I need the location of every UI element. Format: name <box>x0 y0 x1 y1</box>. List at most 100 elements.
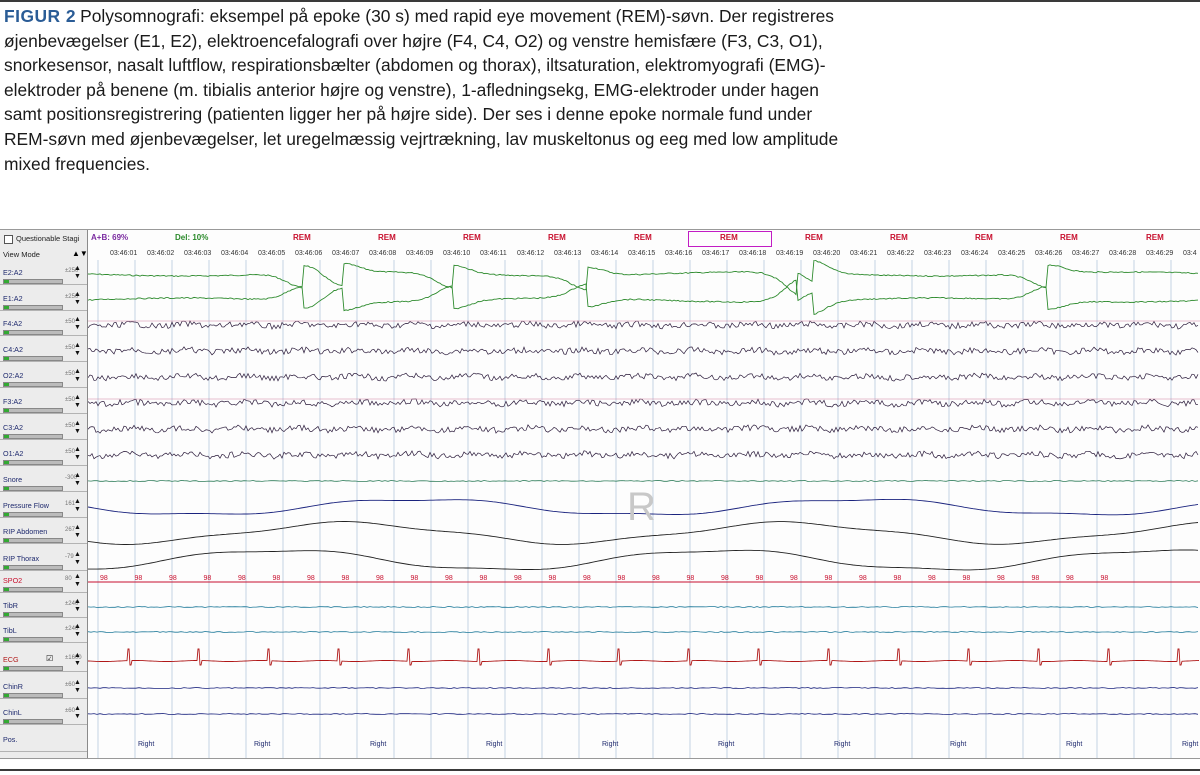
channel-gain-slider[interactable] <box>3 538 63 543</box>
channel-gain-slider[interactable] <box>3 382 63 387</box>
channel-label-c3-a2[interactable]: C3:A2 <box>3 423 23 432</box>
channel-label-spo2[interactable]: SPO2 <box>3 576 23 585</box>
stage-label-3[interactable]: REM <box>548 233 566 242</box>
channel-gain-slider[interactable] <box>3 279 63 284</box>
channel-scale: -79 <box>65 554 74 560</box>
stage-label-4[interactable]: REM <box>634 233 652 242</box>
channel-gain-slider[interactable] <box>3 637 63 642</box>
channel-label-e2-a2[interactable]: E2:A2 <box>3 268 23 277</box>
stage-watermark: R <box>627 485 656 529</box>
channel-label-c4-a2[interactable]: C4:A2 <box>3 345 23 354</box>
time-tick: 03:46:17 <box>702 250 730 257</box>
channel-gain-slider[interactable] <box>3 356 63 361</box>
time-tick: 03:46:14 <box>591 250 619 257</box>
channel-label-pressure-flow[interactable]: Pressure Flow <box>3 501 49 510</box>
stage-label-10[interactable]: REM <box>1146 233 1164 242</box>
channel-label-rip-abdomen[interactable]: RIP Abdomen <box>3 527 48 536</box>
questionable-checkbox[interactable] <box>4 234 13 244</box>
time-tick: 03:46:15 <box>628 250 656 257</box>
stage-label-8[interactable]: REM <box>975 233 993 242</box>
spo2-value: 98 <box>1031 575 1040 582</box>
questionable-label: Questionable Stagi <box>16 234 80 243</box>
channel-gain-slider[interactable] <box>3 565 63 570</box>
channel-scale-arrows-icon[interactable]: ▲ ▼ <box>74 291 81 306</box>
trace-c3-a2 <box>88 424 1199 434</box>
channel-label-f3-a2[interactable]: F3:A2 <box>3 397 23 406</box>
channel-scale-arrows-icon[interactable]: ▲ ▼ <box>74 598 81 613</box>
channel-gain-slider[interactable] <box>3 612 63 617</box>
channel-label-tibl[interactable]: TibL <box>3 626 17 635</box>
channel-gain-slider[interactable] <box>3 666 63 671</box>
channel-label-chinl[interactable]: ChinL <box>3 708 22 717</box>
channel-scale-arrows-icon[interactable]: ▲ ▼ <box>74 446 81 461</box>
stage-label-0[interactable]: REM <box>293 233 311 242</box>
view-mode-arrows-icon[interactable]: ▲▼ <box>72 249 88 258</box>
channel-scale-arrows-icon[interactable]: ▲ ▼ <box>74 420 81 435</box>
time-tick: 03:46:10 <box>443 250 471 257</box>
channel-panel: Questionable Stagi View Mode ▲▼ E2:A2 ±25… <box>0 230 88 758</box>
time-tick: 03:46:20 <box>813 250 841 257</box>
position-label: Right <box>834 741 851 748</box>
channel-label-snore[interactable]: Snore <box>3 475 23 484</box>
channel-label-rip-thorax[interactable]: RIP Thorax <box>3 554 40 563</box>
time-tick: 03:46:22 <box>887 250 915 257</box>
stage-label-1[interactable]: REM <box>378 233 396 242</box>
stage-label-5[interactable]: REM <box>720 233 738 242</box>
channel-gain-slider[interactable] <box>3 460 63 465</box>
channel-scale-arrows-icon[interactable]: ▲ ▼ <box>74 524 81 539</box>
channel-label-o1-a2[interactable]: O1:A2 <box>3 449 24 458</box>
channel-scale-arrows-icon[interactable]: ▲ ▼ <box>74 551 81 566</box>
channel-gain-slider[interactable] <box>3 512 63 517</box>
channel-gain-slider[interactable] <box>3 587 63 592</box>
stage-label-6[interactable]: REM <box>805 233 823 242</box>
channel-separator <box>0 543 87 544</box>
channel-scale-arrows-icon[interactable]: ▲ ▼ <box>74 472 81 487</box>
channel-gain-slider[interactable] <box>3 408 63 413</box>
channel-label-e1-a2[interactable]: E1:A2 <box>3 294 23 303</box>
spo2-value: 98 <box>169 575 177 582</box>
stage-label-7[interactable]: REM <box>890 233 908 242</box>
channel-gain-slider[interactable] <box>3 486 63 491</box>
channel-gain-slider[interactable] <box>3 305 63 310</box>
channel-gain-slider[interactable] <box>3 434 63 439</box>
signal-traces[interactable] <box>88 260 1200 758</box>
questionable-stage-toggle[interactable]: Questionable Stagi <box>4 234 79 244</box>
channel-label-chinr[interactable]: ChinR <box>3 682 23 691</box>
channel-label-o2-a2[interactable]: O2:A2 <box>3 371 24 380</box>
channel-scale-arrows-icon[interactable]: ▲ ▼ <box>74 652 81 667</box>
trace-f4-a2 <box>88 320 1199 330</box>
channel-scale-arrows-icon[interactable]: ▲ ▼ <box>74 342 81 357</box>
channel-separator <box>0 671 87 672</box>
channel-scale-arrows-icon[interactable]: ▲ ▼ <box>74 368 81 383</box>
channel-separator <box>0 751 87 752</box>
view-mode[interactable]: View Mode <box>3 250 40 259</box>
channel-scale-arrows-icon[interactable]: ▲ ▼ <box>74 705 81 720</box>
channel-scale-arrows-icon[interactable]: ▲ ▼ <box>74 679 81 694</box>
channel-label-ecg[interactable]: ECG <box>3 655 19 664</box>
position-label: Right <box>950 741 967 748</box>
channel-scale-arrows-icon[interactable]: ▲ ▼ <box>74 394 81 409</box>
channel-label-tibr[interactable]: TibR <box>3 601 18 610</box>
position-label: Right <box>602 741 619 748</box>
channel-label-pos-[interactable]: Pos. <box>3 735 18 744</box>
channel-checkbox-icon[interactable]: ☑ <box>46 654 54 663</box>
channel-scale-arrows-icon[interactable]: ▲ ▼ <box>74 623 81 638</box>
spo2-value: 98 <box>238 575 246 582</box>
selected-epoch-marker[interactable] <box>688 231 772 247</box>
stage-label-2[interactable]: REM <box>463 233 481 242</box>
stage-label-9[interactable]: REM <box>1060 233 1078 242</box>
channel-scale-arrows-icon[interactable]: ▲ ▼ <box>74 265 81 280</box>
channel-scale-arrows-icon[interactable]: ▲ ▼ <box>74 573 81 588</box>
trace-rip-abdomen <box>88 521 1199 545</box>
position-label: Right <box>138 741 155 748</box>
channel-gain-slider[interactable] <box>3 693 63 698</box>
channel-scale-arrows-icon[interactable]: ▲ ▼ <box>74 316 81 331</box>
spo2-value: 98 <box>307 575 315 582</box>
channel-scale: 267 <box>65 527 76 533</box>
spo2-value: 98 <box>686 575 695 582</box>
channel-scale-arrows-icon[interactable]: ▲ ▼ <box>74 498 81 513</box>
channel-label-f4-a2[interactable]: F4:A2 <box>3 319 23 328</box>
channel-gain-slider[interactable] <box>3 330 63 335</box>
channel-gain-slider[interactable] <box>3 719 63 724</box>
channel-scale: ±240 <box>65 601 79 607</box>
